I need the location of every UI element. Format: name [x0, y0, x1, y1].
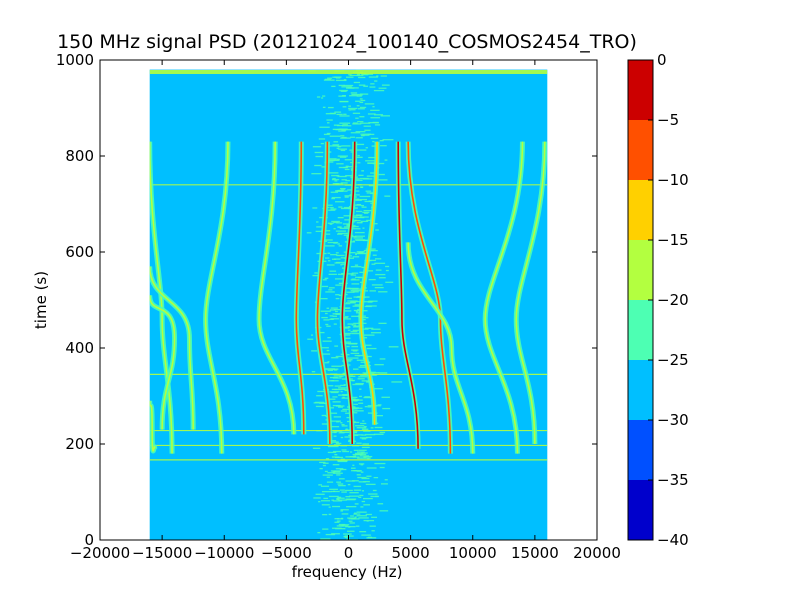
x-tick-label: −15000: [132, 544, 192, 562]
colorbar-segment: [628, 360, 653, 420]
x-tick-label: 10000: [449, 544, 497, 562]
colorbar-tick-label: −5: [657, 111, 679, 129]
chart-title: 150 MHz signal PSD (20121024_100140_COSM…: [57, 31, 637, 53]
signal-trace: [204, 141, 229, 454]
colorbar-tick-label: −25: [657, 351, 689, 369]
colorbar-tick-label: 0: [657, 51, 667, 69]
signal-trace: [295, 141, 305, 435]
colorbar-segment: [628, 300, 653, 360]
colorbar-tick-label: −30: [657, 411, 689, 429]
colorbar-segment: [628, 60, 653, 120]
colorbar-tick-label: −35: [657, 471, 689, 489]
y-axis-label: time (s): [32, 271, 50, 329]
x-tick-label: −20000: [70, 544, 130, 562]
colorbar-segment: [628, 180, 653, 240]
heatmap-plot: [149, 69, 548, 540]
signal-trace: [515, 141, 546, 445]
signal-trace: [316, 141, 331, 445]
y-tick-label: 400: [65, 339, 94, 357]
colorbar-segment: [628, 420, 653, 480]
signal-trace: [360, 141, 378, 425]
colorbar-segment: [628, 120, 653, 180]
colorbar-tick-label: −10: [657, 171, 689, 189]
colorbar-tick-label: −20: [657, 291, 689, 309]
x-tick-label: −5000: [261, 544, 312, 562]
y-tick-label: 0: [84, 531, 94, 549]
signal-trace: [258, 141, 295, 435]
colorbar-tick-label: −15: [657, 231, 689, 249]
signal-trace: [407, 242, 474, 454]
x-tick-label: 20000: [573, 544, 621, 562]
colorbar: −40 −35 −30 −25 −20 −15 −10 −5 0: [627, 51, 689, 549]
signal-trace: [397, 141, 419, 449]
y-tick-label: 1000: [56, 51, 94, 69]
psd-background: [149, 69, 548, 540]
signal-trace: [341, 141, 356, 445]
colorbar-segment: [628, 480, 653, 540]
y-tick-label: 800: [65, 147, 94, 165]
x-tick-label: −10000: [194, 544, 254, 562]
axes: −20000 −15000 −10000 −5000 0 5000 10000 15000 20…: [56, 51, 621, 562]
signal-trace: [149, 295, 176, 430]
signal-trace: [149, 266, 194, 430]
y-tick-label: 200: [65, 435, 94, 453]
signal-trace: [149, 400, 156, 452]
x-axis-label: frequency (Hz): [292, 563, 403, 581]
x-tick-label: 0: [344, 544, 354, 562]
signal-trace: [484, 141, 524, 454]
colorbar-segment: [628, 240, 653, 300]
y-tick-label: 600: [65, 243, 94, 261]
colorbar-tick-label: −40: [657, 531, 689, 549]
signal-trace: [149, 141, 173, 454]
x-tick-label: 15000: [511, 544, 559, 562]
x-tick-label: 5000: [392, 544, 430, 562]
